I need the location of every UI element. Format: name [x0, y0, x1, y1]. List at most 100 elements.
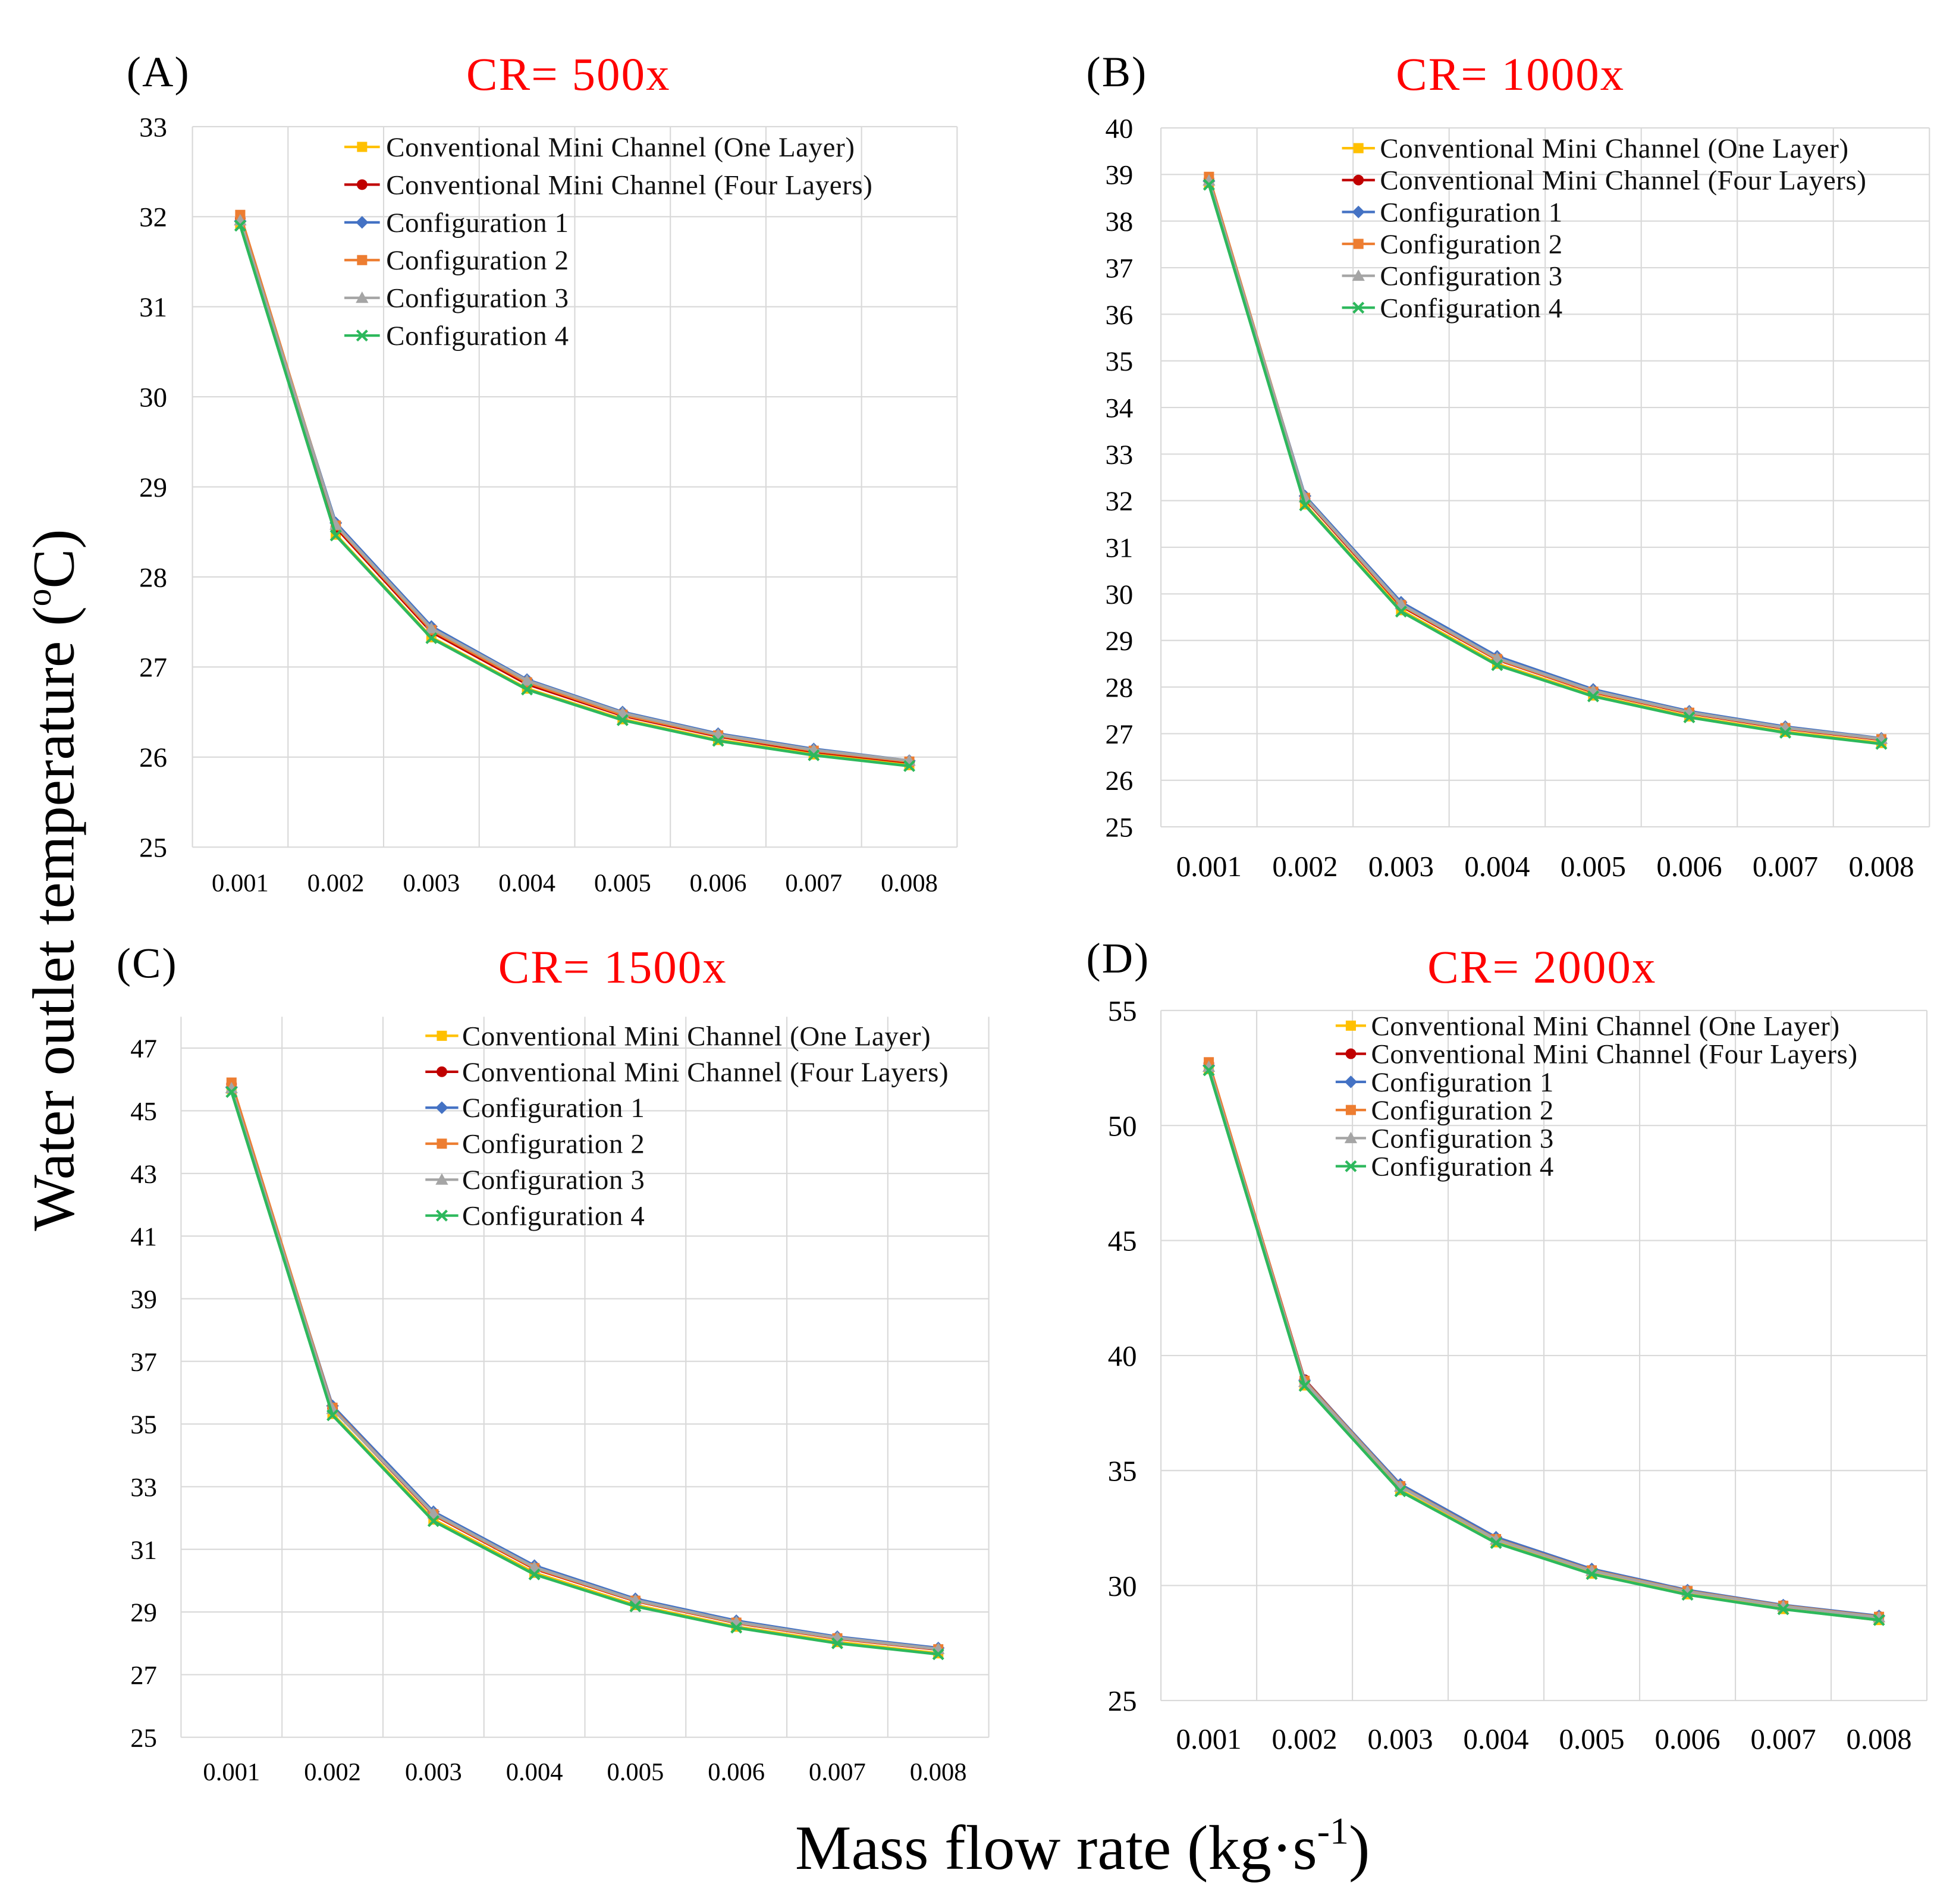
panel-b-legend-marker — [1353, 143, 1364, 153]
panel-d-legend-marker — [1345, 1020, 1356, 1031]
panel-d-configuration-4-point-5 — [1585, 1568, 1598, 1580]
panel-b-legend-marker — [1352, 302, 1365, 314]
panel-b-y-tick-label: 26 — [1105, 766, 1133, 796]
panel-a-x-axis: 0.001 0.002 0.003 0.004 0.005 0.006 0.007 0.008 — [212, 870, 938, 898]
panel-d-y-tick-label: 55 — [1108, 995, 1137, 1027]
panel-c-y-tick-label: 47 — [130, 1034, 157, 1064]
panel-b-legend-marker — [1352, 205, 1365, 219]
panel-a-y-tick-label: 30 — [139, 382, 167, 413]
panel-c-y-tick-label: 45 — [130, 1096, 157, 1126]
panel-d-y-tick-label: 50 — [1108, 1109, 1137, 1142]
panel-d-configuration-3-point-1 — [1202, 1060, 1216, 1072]
panel-a-legend-entry-configuration-1: Configuration 1 — [344, 208, 569, 239]
panel-d-y-tick-label: 40 — [1108, 1340, 1137, 1372]
panel-c-legend-label: Configuration 1 — [462, 1093, 645, 1124]
panel-a-y-tick-label: 29 — [139, 472, 167, 503]
panel-b-legend-label: Configuration 1 — [1380, 197, 1562, 228]
panel-b-legend-entry-configuration-2: Configuration 2 — [1342, 229, 1562, 260]
panel-a-series-configuration-4 — [234, 219, 916, 772]
panel-d-configuration-4-line — [1207, 1069, 1879, 1621]
panel-d-y-axis: 25 30 35 40 45 50 55 — [1108, 995, 1137, 1717]
panel-b-y-tick-label: 36 — [1105, 300, 1133, 331]
panel-c-legend-marker — [435, 1101, 448, 1114]
panel-c-y-tick-label: 31 — [130, 1535, 157, 1564]
panel-d-legend-entry-configuration-3: Configuration 3 — [1335, 1123, 1553, 1154]
panel-c-legend-label: Configuration 4 — [462, 1201, 645, 1232]
panel-c-legend-label: Conventional Mini Channel (One Layer) — [462, 1021, 931, 1052]
panel-b-configuration-3-line — [1207, 180, 1882, 741]
panel-c-title: CR= 1500x — [498, 942, 727, 993]
panel-a-legend-marker — [356, 330, 368, 342]
panel-d-x-tick-label: 0.001 — [1176, 1723, 1242, 1755]
panel-a-x-tick-label: 0.005 — [594, 870, 651, 898]
panel-d-configuration-4-point-6 — [1681, 1589, 1694, 1601]
panel-b-legend-marker — [1353, 174, 1364, 186]
panel-a-configuration-4-point-6 — [712, 735, 724, 747]
panel-c-x-tick-label: 0.008 — [910, 1758, 967, 1786]
panel-a-configuration-4-point-5 — [616, 714, 629, 726]
panel-b-x-tick-label: 0.006 — [1656, 850, 1722, 883]
panel-b-y-tick-label: 25 — [1105, 813, 1133, 843]
panel-a-legend-marker — [356, 291, 369, 303]
panel-a-legend-label: Conventional Mini Channel (One Layer) — [386, 132, 855, 163]
panel-d-configuration-4-point-3 — [1394, 1485, 1406, 1498]
panel-a-y-tick-label: 28 — [139, 562, 167, 593]
panel-a-legend-label: Configuration 1 — [386, 208, 569, 239]
panel-b-x-tick-label: 0.007 — [1753, 850, 1818, 883]
panel-b-y-tick-label: 27 — [1105, 719, 1133, 750]
panel-c-configuration-4-point-2 — [326, 1409, 339, 1422]
panel-a-x-tick-label: 0.001 — [212, 870, 269, 898]
panel-b-configuration-4-point-1 — [1203, 178, 1215, 191]
panel-d-x-tick-label: 0.002 — [1272, 1723, 1338, 1755]
panel-b-legend-entry-configuration-4: Configuration 4 — [1342, 293, 1562, 324]
panel-b-x-tick-label: 0.008 — [1848, 850, 1914, 883]
panel-d-legend-label: Configuration 3 — [1371, 1123, 1553, 1154]
panel-b-configuration-4-point-8 — [1875, 738, 1888, 750]
panel-c-configuration-4-point-3 — [427, 1515, 439, 1527]
panel-a-configuration-3-line — [238, 219, 910, 763]
panel-a-title: CR= 500x — [466, 49, 671, 101]
panel-a-legend-entry-configuration-3: Configuration 3 — [344, 283, 569, 314]
panel-d-gridlines — [1160, 1009, 1928, 1702]
panel-b-legend-label: Configuration 2 — [1380, 229, 1562, 260]
panel-b-x-axis: 0.001 0.002 0.003 0.004 0.005 0.006 0.007 0.008 — [1176, 850, 1914, 883]
panel-d-y-tick-label: 45 — [1108, 1225, 1137, 1257]
panel-a-configuration-4-point-1 — [234, 219, 246, 232]
panel-d-x-tick-label: 0.006 — [1654, 1723, 1720, 1755]
panel-a-x-tick-label: 0.006 — [690, 870, 747, 898]
panel-c-label: (C) — [117, 939, 178, 987]
panel-d-configuration-4-point-8 — [1873, 1614, 1885, 1626]
panel-c-series-configuration-4 — [225, 1086, 944, 1661]
panel-a-label: (A) — [127, 48, 190, 96]
panel-d-legend-entry-configuration-2: Configuration 2 — [1335, 1095, 1553, 1126]
panel-b-legend-marker — [1353, 239, 1364, 249]
panel-d-y-tick-label: 35 — [1108, 1454, 1137, 1487]
panel-b-y-axis: 25 26 27 28 29 30 31 32 33 34 35 36 37 38 39 40 — [1105, 113, 1133, 843]
panel-b-x-tick-label: 0.002 — [1272, 850, 1338, 883]
panel-c-configuration-4-point-1 — [225, 1086, 238, 1098]
panel-c-legend-entry-configuration-2: Configuration 2 — [425, 1129, 645, 1160]
panel-b-configuration-4-point-7 — [1779, 726, 1792, 739]
panel-a-configuration-3-point-3 — [425, 622, 438, 633]
panel-b-y-tick-label: 40 — [1105, 113, 1133, 144]
panel-d-legend-label: Configuration 4 — [1371, 1152, 1553, 1182]
panel-a-x-tick-label: 0.004 — [498, 870, 555, 898]
panel-d-legend-entry-conventional-mini-channel-one-layer: Conventional Mini Channel (One Layer) — [1335, 1011, 1839, 1042]
panel-b-plot-area — [1203, 171, 1888, 750]
panel-b-x-tick-label: 0.003 — [1368, 850, 1434, 883]
panel-a-legend-marker — [357, 255, 368, 265]
panel-d-configuration-4-point-2 — [1298, 1379, 1311, 1392]
panel-c-legend-label: Configuration 2 — [462, 1129, 645, 1160]
panel-c-configuration-3-line — [230, 1087, 938, 1651]
panel-b-configuration-4-point-6 — [1683, 711, 1696, 724]
panel-d-x-tick-label: 0.008 — [1846, 1723, 1911, 1755]
panel-a-legend-label: Configuration 3 — [386, 283, 569, 314]
panel-b-y-tick-label: 29 — [1105, 626, 1133, 657]
panel-d-x-tick-label: 0.004 — [1464, 1723, 1529, 1755]
panel-d-legend-marker — [1345, 1160, 1357, 1172]
panel-b-legend-marker — [1352, 269, 1365, 281]
panel-d-x-tick-label: 0.007 — [1750, 1723, 1816, 1755]
panel-b-legend-label: Configuration 3 — [1380, 261, 1562, 292]
panel-b-legend-entry-conventional-mini-channel-four-layers: Conventional Mini Channel (Four Layers) — [1342, 165, 1866, 196]
